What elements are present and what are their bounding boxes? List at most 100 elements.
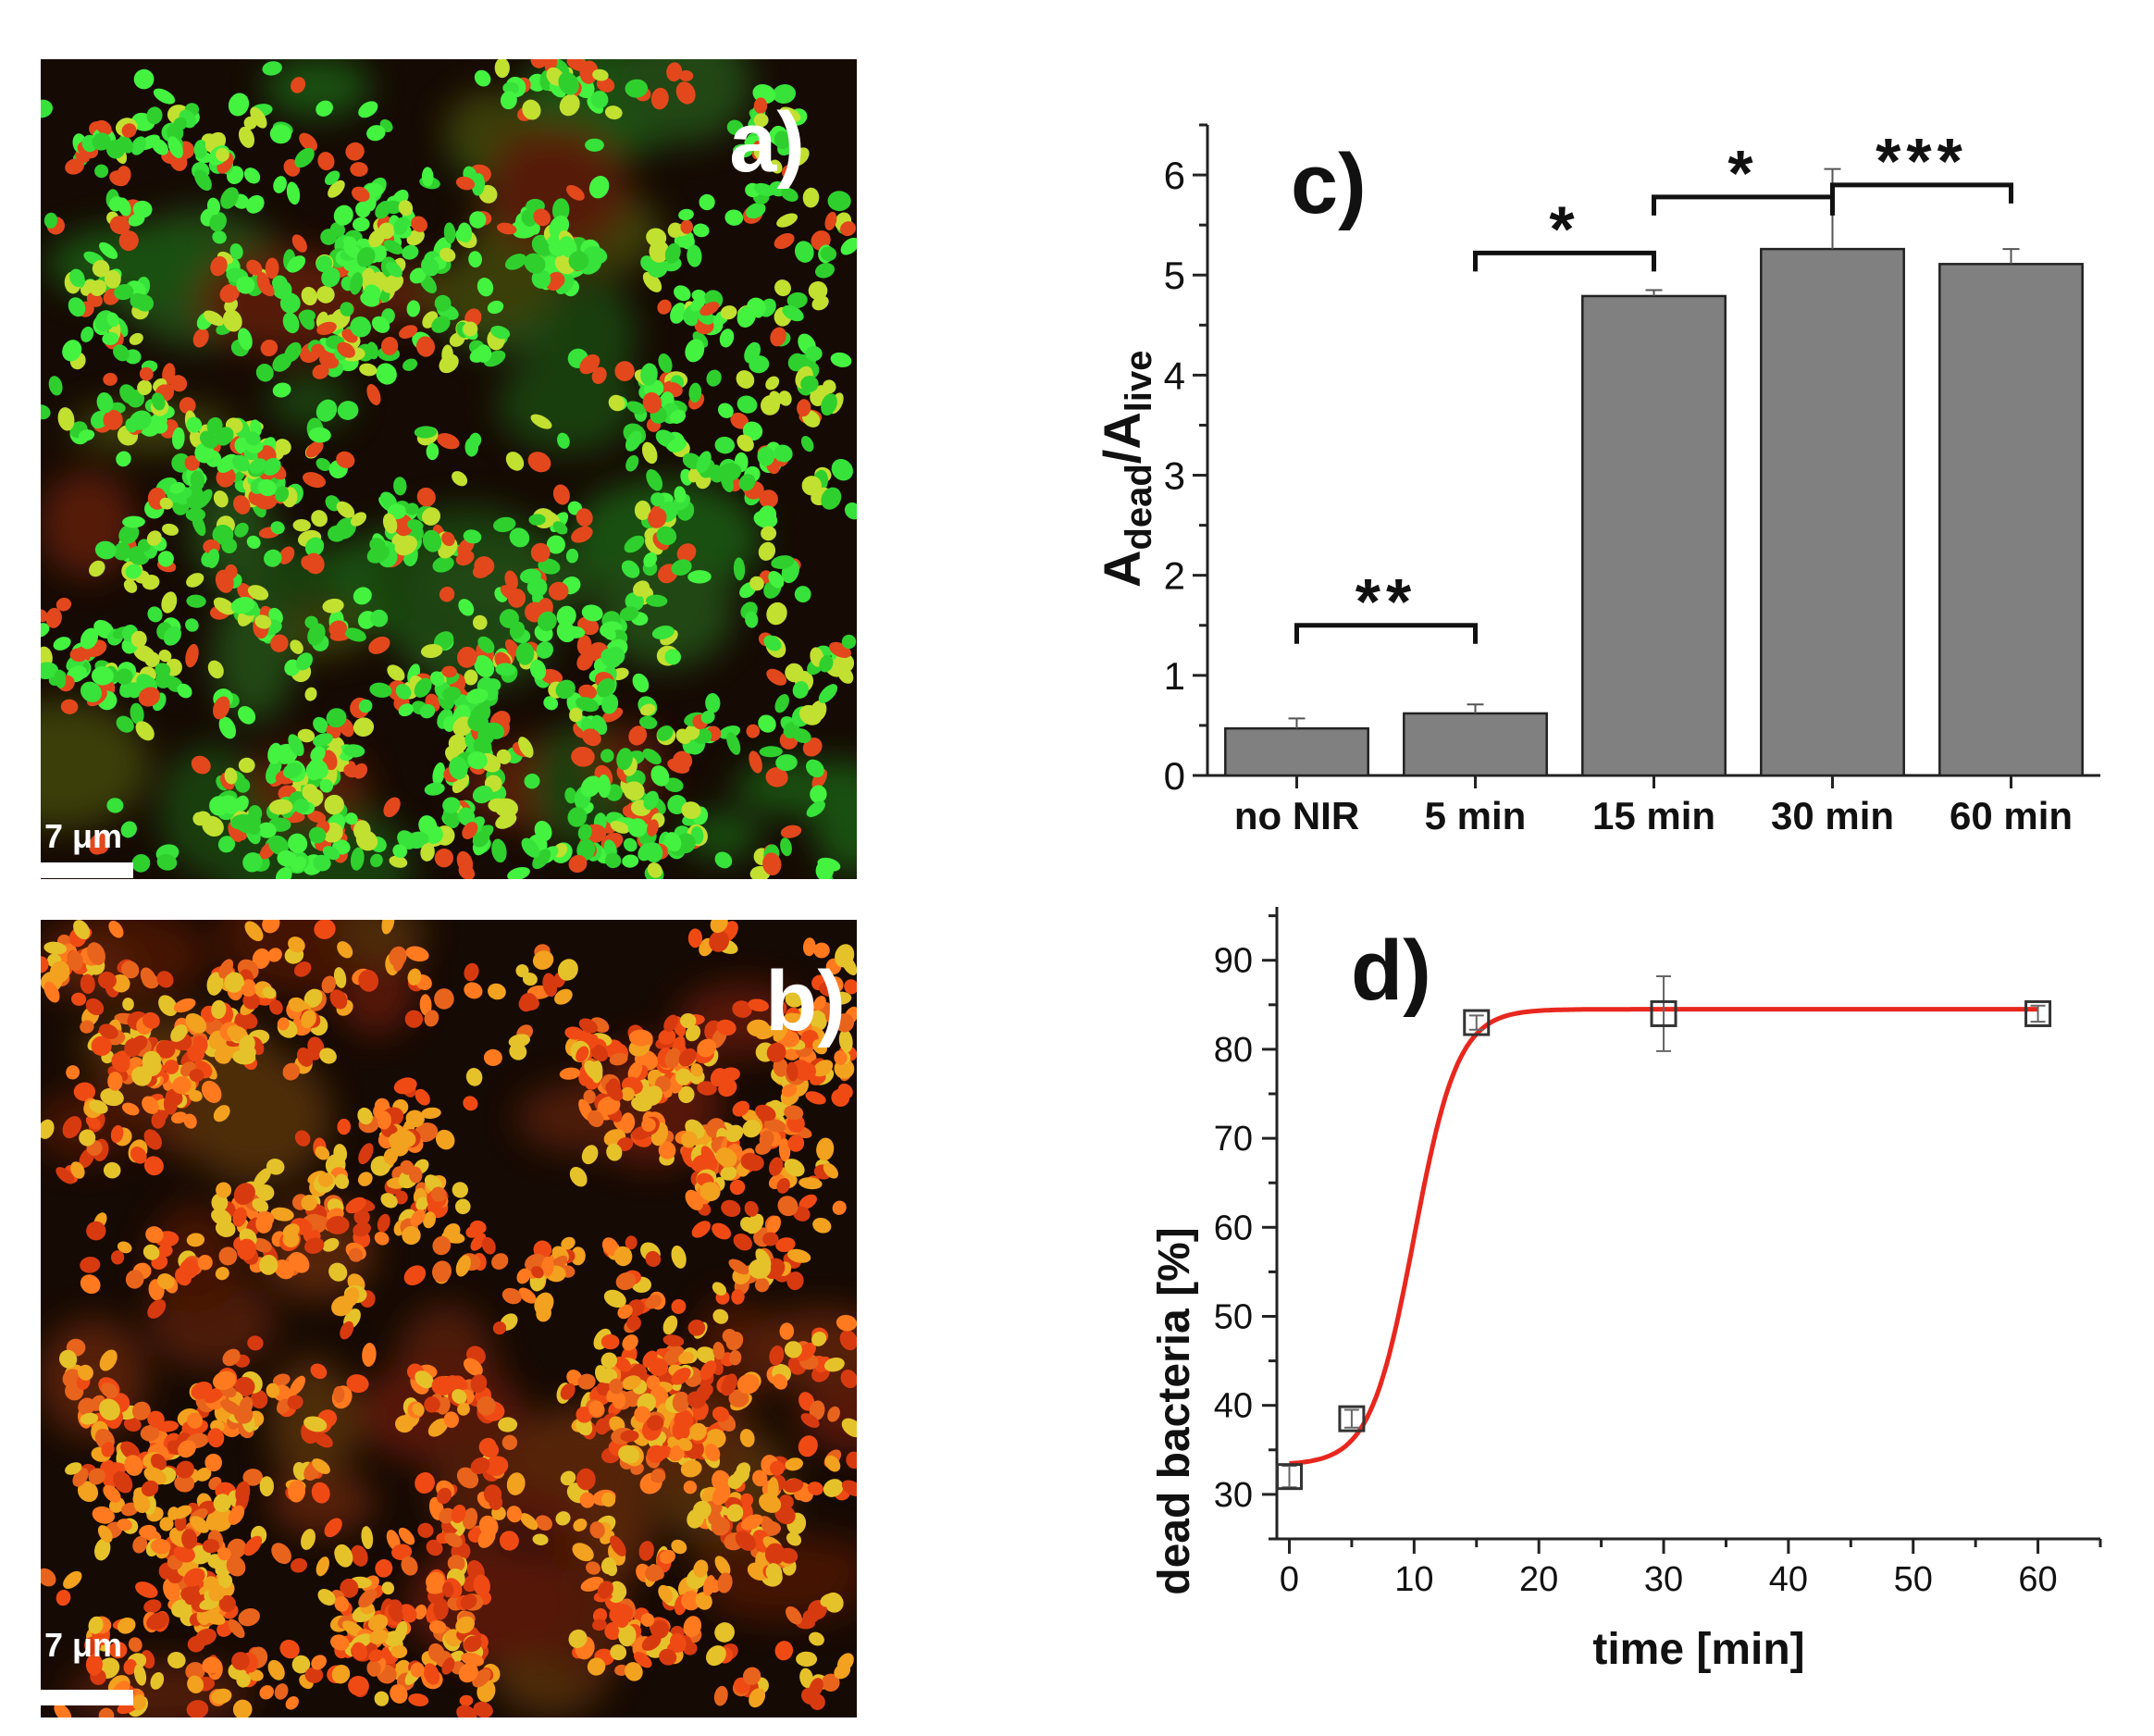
bacterium-cell [179,1258,201,1280]
bacterium-cell [592,1607,608,1623]
bacterium-cell [522,99,541,120]
bacterium-cell [844,502,857,520]
bacterium-cell [714,436,736,454]
bacterium-cell [301,1529,316,1550]
bacterium-cell [759,1130,774,1148]
bacterium-cell [690,1063,703,1077]
bacterium-cell [125,417,138,433]
bacterium-cell [212,1370,237,1391]
bacterium-cell [301,1195,317,1211]
bacterium-cell [642,748,662,765]
bacterium-cell [674,486,687,503]
ylabel-sub-live: live [1119,350,1159,412]
bacterium-cell [640,255,655,272]
bacterium-cell [80,973,95,994]
bacterium-cell [117,1519,132,1531]
bacterium-cell [664,242,681,264]
bacterium-cell [307,623,326,646]
bacterium-cell [69,648,88,663]
bacterium-cell [464,669,478,686]
bacterium-cell [422,529,442,552]
bacterium-cell [94,164,109,179]
bacterium-cell [367,1614,389,1631]
bacterium-cell [243,167,261,184]
bacterium-cell [785,1457,803,1471]
bacterium-cell [820,246,837,262]
bacterium-cell [342,744,365,758]
bacterium-cell [136,674,155,691]
bacterium-cell [179,397,196,415]
chart-c-bar [1224,726,1369,777]
bacterium-cell [316,100,333,117]
bacterium-cell [394,1620,408,1644]
bacterium-cell [681,801,701,820]
bacterium-cell [712,1407,730,1422]
bacterium-cell [647,819,659,837]
bacterium-cell [236,276,255,294]
bacterium-cell [58,1349,78,1369]
bacterium-cell [740,1514,763,1531]
bacterium-cell [336,501,355,518]
bacterium-cell [524,997,539,1011]
bacterium-cell [559,93,580,117]
bacterium-cell [696,451,712,474]
bacterium-cell [443,222,456,244]
bacterium-cell [429,671,445,687]
bacterium-cell [405,502,419,515]
bacterium-cell [103,372,118,386]
bacterium-cell [333,205,353,226]
bacterium-cell [146,1612,169,1631]
bacterium-cell [350,512,367,527]
bacterium-cell [676,543,697,563]
bacterium-cell [308,427,331,443]
chart-c-bar [1938,263,2084,777]
bacterium-cell [777,1196,798,1217]
bacterium-cell [806,759,824,778]
bacterium-cell [764,1543,786,1566]
bacterium-cell [740,1493,754,1507]
bacterium-cell [193,169,212,192]
bacterium-cell [41,662,59,679]
bacterium-cell [291,234,307,253]
bacterium-cell [449,756,468,780]
bacterium-cell [650,492,665,507]
bacterium-cell [391,1544,413,1560]
chart-c-y-tick-label: 6 [1164,154,1185,197]
chart-d-plot-area: 0 10 20 30 40 50 60 30 40 50 60 70 80 90 [1214,907,2102,1599]
bacterium-cell [745,611,759,628]
bacterium-cell [841,1418,857,1438]
bacterium-cell [484,1456,509,1477]
bacterium-cell [782,165,796,180]
micrograph-a: a) 7 μm [41,59,857,879]
bacterium-cell [746,724,761,738]
bacterium-cell [151,392,166,411]
bacterium-cell [509,527,530,548]
bacterium-cell [147,606,163,623]
bacterium-cell [120,821,137,838]
bacterium-cell [699,1360,717,1381]
bacterium-cell [371,316,390,333]
bacterium-cell [680,1012,697,1029]
bacterium-cell [67,950,83,972]
bacterium-cell [206,197,221,216]
bacterium-cell [633,1652,652,1668]
bacterium-cell [383,797,401,818]
bacterium-cell [671,1367,691,1385]
bacterium-cell [130,702,144,725]
bacterium-cell [600,1492,616,1507]
bacterium-cell [202,815,224,837]
bacterium-cell [213,490,229,508]
bacterium-cell [197,1255,213,1271]
bacterium-cell [728,1389,749,1407]
bacterium-cell [63,1570,82,1589]
bacterium-cell [687,1319,706,1336]
haze-blob [41,469,136,578]
bacterium-cell [255,1184,275,1201]
bacterium-cell [577,1373,596,1390]
bacterium-cell [108,196,124,212]
bacterium-cell [687,570,712,584]
bacterium-cell [80,627,99,650]
bacterium-cell [329,989,348,1010]
bacterium-cell [213,696,230,720]
bacterium-cell [802,187,820,208]
